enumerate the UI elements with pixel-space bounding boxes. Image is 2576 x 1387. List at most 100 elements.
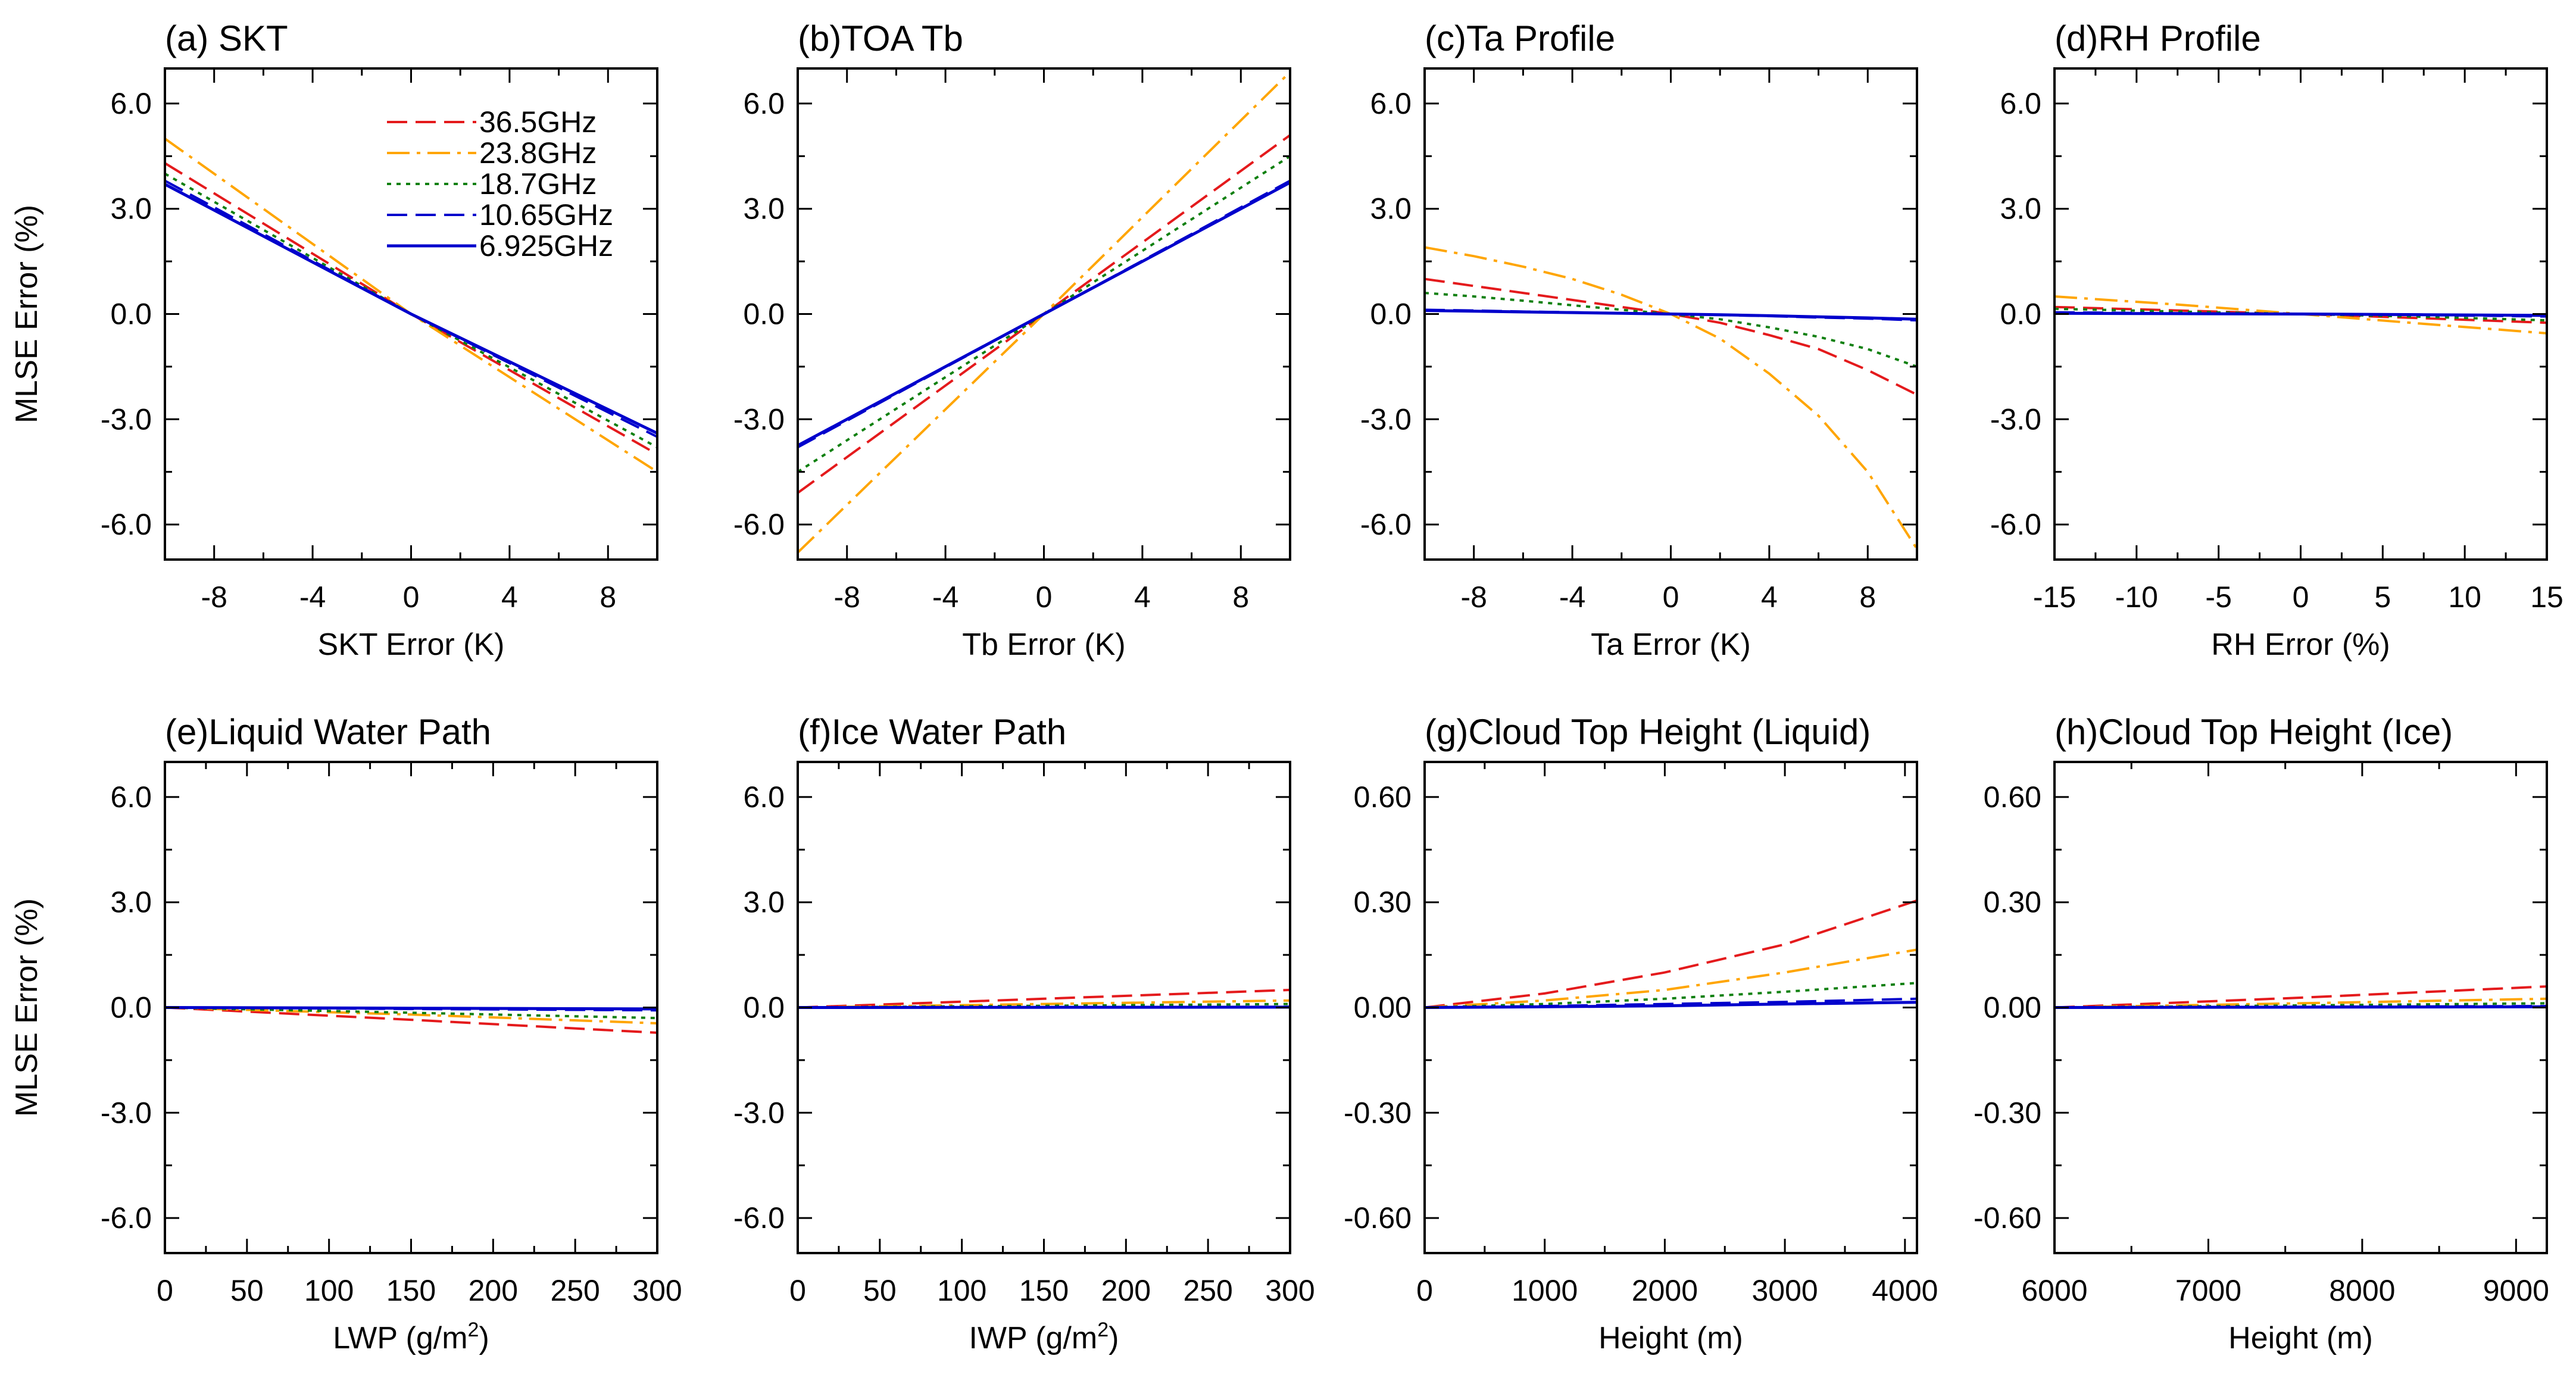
x-tick-label-e: 50 xyxy=(230,1274,264,1307)
x-tick-label-g: 4000 xyxy=(1872,1274,1938,1307)
x-tick-label-f: 100 xyxy=(937,1274,986,1307)
x-axis-label-c: Ta Error (K) xyxy=(1591,627,1751,662)
x-tick-label-a: 0 xyxy=(403,580,420,614)
y-tick-label-a: 3.0 xyxy=(110,192,152,226)
y-tick-label-c: 6.0 xyxy=(1370,87,1412,120)
y-tick-label-a: -6.0 xyxy=(101,508,152,541)
legend-label-23.8GHz: 23.8GHz xyxy=(479,136,597,170)
legend-label-6.925GHz: 6.925GHz xyxy=(479,229,613,263)
x-tick-label-c: 0 xyxy=(1663,580,1679,614)
x-tick-label-e: 100 xyxy=(304,1274,354,1307)
y-tick-label-g: 0.00 xyxy=(1354,991,1412,1024)
x-tick-label-g: 1000 xyxy=(1512,1274,1578,1307)
y-tick-label-g: 0.60 xyxy=(1354,780,1412,814)
x-tick-label-d: 10 xyxy=(2448,580,2481,614)
series-line-f-36.5GHz xyxy=(798,989,1290,1009)
y-tick-label-e: -6.0 xyxy=(101,1201,152,1235)
x-tick-label-a: -4 xyxy=(299,580,326,614)
series-line-e-6.925GHz xyxy=(165,1006,657,1011)
x-tick-label-b: -8 xyxy=(833,580,860,614)
x-tick-label-e: 250 xyxy=(550,1274,599,1307)
x-tick-label-b: 8 xyxy=(1232,580,1249,614)
panel-f: 0 50 100 150 200 250 300 -6.0 -3.0 0.0 3.0 6.0 (f)Ic… xyxy=(733,712,1315,1355)
series-line-f-18.7GHz xyxy=(798,1002,1290,1009)
y-axis-label-e: MLSE Error (%) xyxy=(10,898,44,1117)
x-tick-label-f: 250 xyxy=(1183,1274,1232,1307)
series-line-a-10.65GHz xyxy=(165,179,657,438)
x-tick-label-g: 0 xyxy=(1416,1274,1433,1307)
y-tick-label-c: -6.0 xyxy=(1360,508,1412,541)
y-tick-label-h: -0.30 xyxy=(1974,1096,2041,1129)
panel-title-d: (d)RH Profile xyxy=(2054,18,2261,58)
x-tick-label-h: 6000 xyxy=(2021,1274,2087,1307)
x-axis-label-f: IWP (g/m2) xyxy=(969,1319,1119,1355)
series-line-h-36.5GHz xyxy=(2054,985,2547,1009)
legend-label-18.7GHz: 18.7GHz xyxy=(479,167,597,201)
series-line-a-6.925GHz xyxy=(165,183,657,435)
y-axis-label-a: MLSE Error (%) xyxy=(10,205,44,423)
x-tick-label-b: 4 xyxy=(1134,580,1151,614)
x-tick-label-d: -15 xyxy=(2033,580,2076,614)
y-tick-label-b: 0.0 xyxy=(743,298,785,331)
panel-title-h: (h)Cloud Top Height (Ice) xyxy=(2054,712,2453,752)
x-axis-label-a: SKT Error (K) xyxy=(318,627,505,662)
panel-e: 0 50 100 150 200 250 300 -6.0 -3.0 0.0 3.0 6.0 (e)Li… xyxy=(10,712,682,1355)
series-line-g-36.5GHz xyxy=(1425,899,1917,1009)
x-tick-label-c: 8 xyxy=(1859,580,1876,614)
x-tick-label-b: -4 xyxy=(932,580,958,614)
x-tick-label-a: -8 xyxy=(201,580,227,614)
x-axis-label-d: RH Error (%) xyxy=(2211,627,2390,662)
x-tick-label-h: 8000 xyxy=(2329,1274,2395,1307)
x-tick-label-f: 150 xyxy=(1019,1274,1069,1307)
y-tick-label-d: -3.0 xyxy=(1990,402,2041,436)
series-line-e-23.8GHz xyxy=(165,1006,657,1024)
x-tick-label-e: 150 xyxy=(386,1274,436,1307)
panel-title-f: (f)Ice Water Path xyxy=(798,712,1066,752)
y-tick-label-h: 0.30 xyxy=(1984,886,2041,919)
y-tick-label-d: 6.0 xyxy=(2000,87,2041,120)
y-tick-label-f: -3.0 xyxy=(733,1096,785,1129)
y-tick-label-f: -6.0 xyxy=(733,1201,785,1235)
panel-c: -8 -4 0 4 8 -6.0 -3.0 0.0 3.0 6.0 (c)Ta Profile Ta … xyxy=(1360,18,1918,662)
x-tick-label-d: -5 xyxy=(2205,580,2231,614)
y-tick-label-g: 0.30 xyxy=(1354,886,1412,919)
y-tick-label-f: 6.0 xyxy=(743,780,785,814)
x-axis-label-b: Tb Error (K) xyxy=(962,627,1125,662)
series-line-e-18.7GHz xyxy=(165,1006,657,1020)
x-tick-label-c: -8 xyxy=(1460,580,1487,614)
panel-b: -8 -4 0 4 8 -6.0 -3.0 0.0 3.0 6.0 (b)TOA Tb Tb Erro… xyxy=(733,18,1291,662)
panel-title-g: (g)Cloud Top Height (Liquid) xyxy=(1425,712,1871,752)
x-tick-label-f: 300 xyxy=(1265,1274,1314,1307)
panel-title-e: (e)Liquid Water Path xyxy=(165,712,491,752)
y-tick-label-g: -0.60 xyxy=(1344,1201,1412,1235)
x-tick-label-c: -4 xyxy=(1559,580,1585,614)
y-tick-label-a: 6.0 xyxy=(110,87,152,120)
x-tick-label-e: 0 xyxy=(157,1274,173,1307)
x-tick-label-f: 0 xyxy=(789,1274,806,1307)
y-tick-label-f: 3.0 xyxy=(743,886,785,919)
y-tick-label-c: 3.0 xyxy=(1370,192,1412,226)
y-tick-label-h: 0.00 xyxy=(1984,991,2041,1024)
y-tick-label-g: -0.30 xyxy=(1344,1096,1412,1129)
x-tick-label-g: 2000 xyxy=(1632,1274,1698,1307)
series-line-f-6.925GHz xyxy=(798,1005,1290,1009)
panel-a: -8 -4 0 4 8 -6.0 -3.0 0.0 3.0 6.0 (a) SKT SKT Error… xyxy=(10,18,658,662)
y-tick-label-c: 0.0 xyxy=(1370,298,1412,331)
legend-label-36.5GHz: 36.5GHz xyxy=(479,105,597,139)
series-line-b-18.7GHz xyxy=(798,155,1290,473)
x-tick-label-g: 3000 xyxy=(1752,1274,1818,1307)
x-tick-label-e: 300 xyxy=(632,1274,682,1307)
x-tick-label-h: 7000 xyxy=(2175,1274,2241,1307)
y-tick-label-e: 6.0 xyxy=(110,780,152,814)
x-tick-label-d: 15 xyxy=(2530,580,2563,614)
y-tick-label-b: -3.0 xyxy=(733,402,785,436)
y-tick-label-b: 6.0 xyxy=(743,87,785,120)
y-tick-label-a: -3.0 xyxy=(101,402,152,436)
y-tick-label-h: -0.60 xyxy=(1974,1201,2041,1235)
series-line-c-18.7GHz xyxy=(1425,292,1917,368)
series-line-d-18.7GHz xyxy=(2054,307,2547,322)
series-line-c-6.925GHz xyxy=(1425,309,1917,321)
y-tick-label-d: 0.0 xyxy=(2000,298,2041,331)
series-line-g-10.65GHz xyxy=(1425,997,1917,1009)
